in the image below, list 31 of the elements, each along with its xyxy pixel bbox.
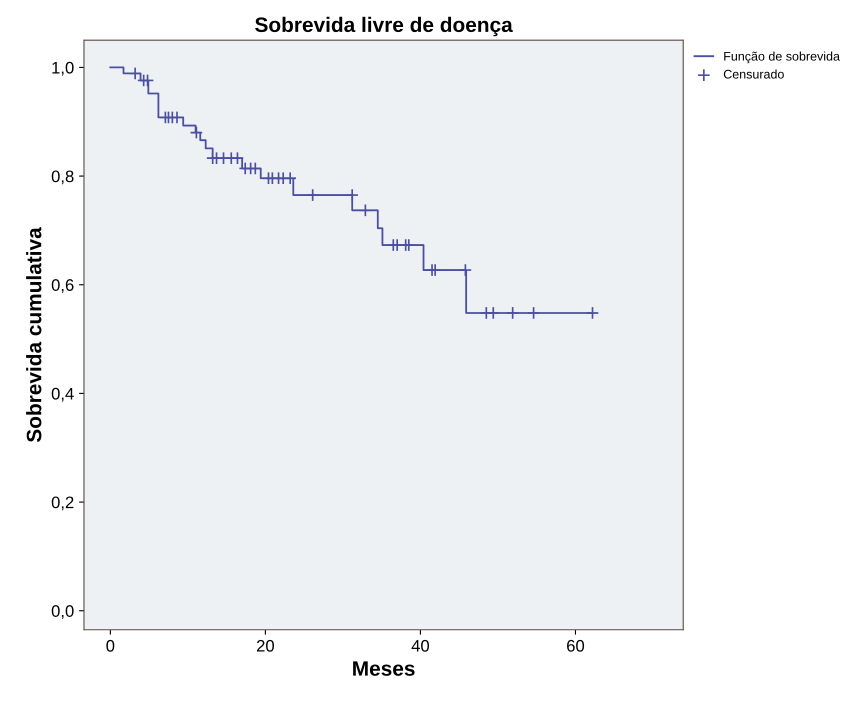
chart-title: Sobrevida livre de doença	[255, 16, 513, 36]
point	[140, 74, 154, 88]
point	[346, 188, 359, 202]
x-axis-title: Meses	[353, 661, 415, 676]
y-tick-label: 0,2	[52, 496, 74, 510]
point	[190, 126, 204, 140]
x-tick-label: 0	[106, 640, 114, 652]
point	[458, 263, 472, 277]
legend-label: Função de sobrevida	[724, 51, 840, 64]
point	[428, 263, 442, 277]
point	[170, 110, 184, 124]
y-tick-label: 1,0	[52, 62, 74, 76]
point	[128, 66, 142, 80]
point	[486, 306, 500, 320]
x-tick-label: 20	[256, 640, 274, 652]
x-tick-label: 40	[412, 640, 430, 652]
point	[526, 306, 540, 320]
point	[506, 306, 520, 320]
y-tick-label: 0,8	[52, 170, 74, 184]
point	[358, 204, 372, 217]
point	[402, 238, 416, 252]
y-tick-label: 0,4	[52, 388, 74, 402]
y-axis-title: Sobrevida cumulativa	[26, 227, 42, 442]
point	[306, 188, 320, 202]
x-tick-label: 60	[567, 640, 584, 652]
point	[230, 152, 244, 165]
point	[586, 306, 600, 320]
point	[284, 172, 297, 185]
y-tick-label: 0,6	[52, 279, 74, 293]
y-tick-label: 0,0	[52, 605, 74, 619]
legend-label: Censurado	[724, 69, 784, 79]
